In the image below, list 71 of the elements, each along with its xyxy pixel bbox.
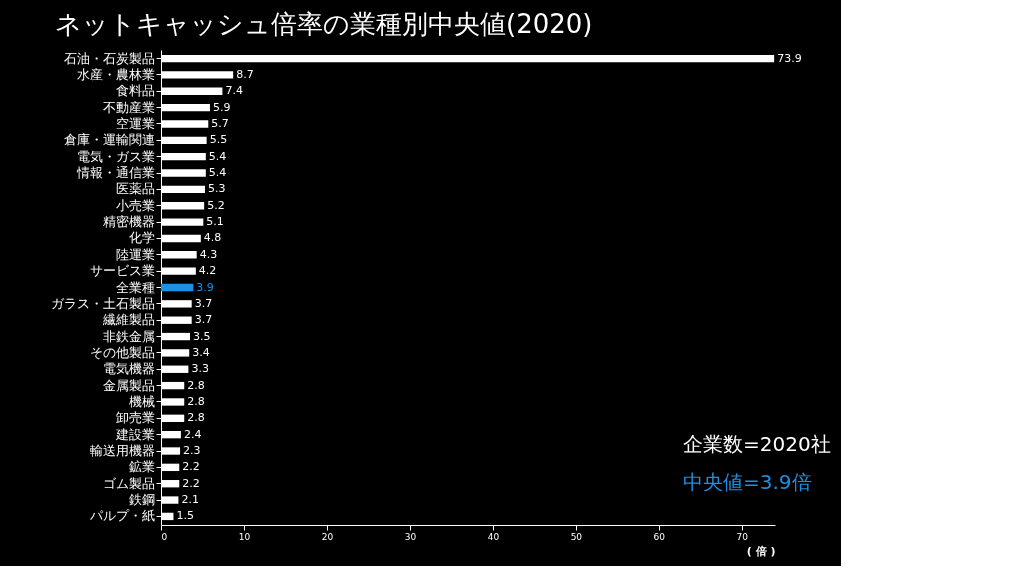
y-tick-label: 金属製品 [102, 377, 155, 393]
data-label: 7.4 [225, 84, 243, 98]
y-tick-label: 化学 [128, 230, 155, 246]
data-label: 5.4 [208, 149, 227, 163]
y-tick-label: 非鉄金属 [102, 328, 155, 344]
y-tick-label: 鉱業 [128, 459, 155, 475]
x-tick-label: 30 [404, 531, 417, 542]
data-label: 3.9 [196, 280, 214, 294]
y-tick-label: 電気機器 [102, 361, 155, 377]
data-label: 2.1 [181, 493, 199, 507]
y-tick-label: 全業種 [115, 279, 155, 295]
data-label: 5.5 [209, 133, 228, 147]
data-label: 3.3 [191, 362, 209, 376]
y-tick-label: 輸送用機器 [89, 443, 155, 459]
data-label: 73.9 [777, 51, 802, 65]
x-tick-label: 20 [321, 531, 334, 542]
data-label: 2.3 [183, 444, 201, 458]
data-label: 2.8 [187, 411, 205, 425]
y-tick-label: 電気・ガス業 [76, 148, 155, 164]
y-tick-label: 医薬品 [115, 181, 155, 197]
data-label: 2.2 [182, 476, 200, 490]
data-label: 8.7 [236, 67, 254, 81]
data-label: 2.2 [182, 460, 200, 474]
data-label: 3.7 [194, 296, 213, 310]
y-tick-label: パルプ・紙 [88, 508, 155, 524]
data-label: 2.8 [187, 394, 205, 408]
y-tick-label: 繊維製品 [101, 312, 155, 328]
y-tick-label: 水産・農林業 [76, 66, 155, 82]
y-tick-label: 建設業 [114, 426, 155, 442]
x-tick-label: 0 [161, 531, 168, 542]
y-tick-label: 倉庫・運輸関連 [63, 132, 155, 148]
chart-title: ネットキャッシュ倍率の業種別中央値(2020) [55, 9, 593, 39]
data-label: 4.8 [203, 231, 222, 245]
data-label: 4.2 [198, 264, 217, 278]
y-tick-label: 食料品 [115, 83, 155, 99]
x-axis-title: ( 倍 ) [746, 544, 776, 558]
data-label: 5.4 [208, 166, 227, 180]
y-tick-label: ゴム製品 [102, 475, 155, 491]
data-label: 3.7 [194, 313, 213, 327]
data-label: 2.4 [183, 427, 202, 441]
x-tick-label: 70 [736, 531, 749, 542]
data-label: 3.4 [192, 345, 210, 359]
x-tick-label: 50 [570, 531, 583, 542]
y-tick-label: 小売業 [115, 197, 155, 213]
y-tick-label: サービス業 [89, 263, 155, 279]
y-tick-label: 鉄鋼 [128, 492, 155, 508]
x-tick-label: 10 [238, 531, 251, 542]
data-label: 5.7 [211, 116, 229, 130]
y-tick-label: 機械 [128, 393, 155, 409]
annotation: 中央値=3.9倍 [683, 470, 812, 494]
y-tick-label: その他製品 [89, 344, 155, 360]
y-tick-label: 不動産業 [102, 99, 155, 115]
y-tick-label: ガラス・土石製品 [50, 295, 155, 311]
data-label: 5.2 [207, 198, 225, 212]
data-label: 1.5 [176, 509, 194, 523]
y-tick-label: 空運業 [115, 115, 155, 131]
data-label: 4.3 [199, 247, 218, 261]
y-tick-label: 情報・通信業 [75, 165, 155, 181]
bar [161, 283, 194, 292]
y-tick-label: 陸運業 [115, 246, 155, 262]
annotation: 企業数=2020社 [683, 432, 831, 456]
x-tick-label: 40 [487, 531, 500, 542]
data-label: 3.5 [193, 329, 211, 343]
y-tick-label: 精密機器 [102, 214, 155, 230]
data-label: 2.8 [187, 378, 205, 392]
data-label: 5.1 [206, 215, 224, 229]
x-tick-label: 60 [653, 531, 666, 542]
y-tick-label: 卸売業 [115, 410, 155, 426]
y-tick-label: 石油・石炭製品 [63, 50, 155, 66]
data-label: 5.3 [207, 182, 226, 196]
data-label: 5.9 [212, 100, 231, 114]
